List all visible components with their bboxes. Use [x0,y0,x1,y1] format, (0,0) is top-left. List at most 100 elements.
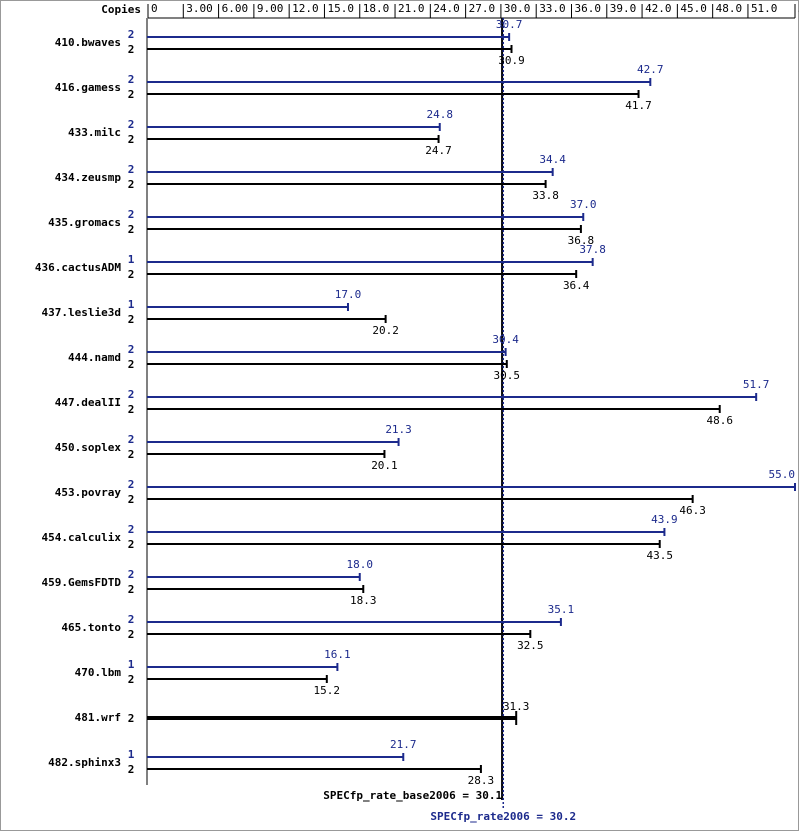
value-label: 43.5 [646,549,673,562]
copies-label: 2 [128,208,135,221]
value-label: 30.9 [498,54,525,67]
value-label: 34.4 [539,153,566,166]
benchmark-label: 465.tonto [61,621,121,634]
copies-label: 2 [128,28,135,41]
copies-label: 2 [128,268,135,281]
value-label: 42.7 [637,63,664,76]
value-label: 24.7 [425,144,452,157]
x-tick-label: 36.0 [574,2,601,15]
value-label: 46.3 [679,504,706,517]
value-label: 33.8 [532,189,559,202]
copies-label: 1 [128,298,135,311]
benchmark-label: 416.gamess [55,81,121,94]
value-label: 35.1 [548,603,575,616]
value-label: 28.3 [468,774,495,787]
x-tick-label: 33.0 [539,2,566,15]
copies-label: 2 [128,178,135,191]
copies-label: 1 [128,658,135,671]
x-tick-label: 9.00 [257,2,284,15]
value-label: 48.6 [706,414,733,427]
copies-label: 2 [128,673,135,686]
x-tick-label: 3.00 [186,2,213,15]
value-label: 37.8 [579,243,606,256]
x-tick-label: 42.0 [645,2,672,15]
value-label: 31.3 [503,700,530,713]
benchmark-label: 437.leslie3d [42,306,121,319]
reference-label: SPECfp_rate_base2006 = 30.1 [323,789,502,802]
value-label: 51.7 [743,378,770,391]
copies-header: Copies [101,3,141,16]
copies-label: 2 [128,223,135,236]
copies-label: 2 [128,478,135,491]
copies-label: 2 [128,628,135,641]
benchmark-label: 450.soplex [55,441,122,454]
copies-label: 2 [128,73,135,86]
benchmark-label: 481.wrf [75,711,121,724]
x-tick-label: 15.0 [327,2,354,15]
copies-label: 2 [128,118,135,131]
x-tick-label: 48.0 [716,2,743,15]
copies-label: 1 [128,748,135,761]
x-tick-label: 12.0 [292,2,319,15]
benchmark-label: 410.bwaves [55,36,121,49]
value-label: 18.3 [350,594,377,607]
value-label: 30.7 [496,18,523,31]
copies-label: 2 [128,763,135,776]
copies-label: 2 [128,163,135,176]
copies-label: 2 [128,613,135,626]
copies-label: 2 [128,433,135,446]
x-tick-label: 6.00 [222,2,249,15]
value-label: 30.5 [494,369,521,382]
copies-label: 1 [128,253,135,266]
x-tick-label: 0 [151,2,158,15]
x-tick-label: 39.0 [610,2,637,15]
x-tick-label: 21.0 [398,2,425,15]
benchmark-label: 459.GemsFDTD [42,576,122,589]
copies-label: 2 [128,712,135,725]
x-tick-label: 24.0 [433,2,460,15]
value-label: 37.0 [570,198,597,211]
copies-label: 2 [128,523,135,536]
value-label: 36.4 [563,279,590,292]
copies-label: 2 [128,88,135,101]
copies-label: 2 [128,568,135,581]
benchmark-label: 454.calculix [42,531,122,544]
benchmark-label: 482.sphinx3 [48,756,121,769]
benchmark-label: 434.zeusmp [55,171,122,184]
benchmark-label: 444.namd [68,351,121,364]
copies-label: 2 [128,583,135,596]
copies-label: 2 [128,358,135,371]
copies-label: 2 [128,343,135,356]
copies-label: 2 [128,448,135,461]
x-tick-label: 30.0 [504,2,530,15]
value-label: 18.0 [346,558,373,571]
value-label: 20.2 [372,324,399,337]
value-label: 32.5 [517,639,544,652]
x-tick-label: 45.0 [680,2,707,15]
value-label: 43.9 [651,513,678,526]
value-label: 41.7 [625,99,652,112]
value-label: 36.8 [568,234,595,247]
copies-label: 2 [128,388,135,401]
benchmark-label: 436.cactusADM [35,261,121,274]
benchmark-label: 470.lbm [75,666,122,679]
benchmark-label: 433.milc [68,126,121,139]
value-label: 30.4 [492,333,519,346]
x-tick-label: 18.0 [363,2,390,15]
copies-label: 2 [128,538,135,551]
copies-label: 2 [128,313,135,326]
value-label: 55.0 [769,468,796,481]
copies-label: 2 [128,43,135,56]
value-label: 21.7 [390,738,417,751]
value-label: 21.3 [385,423,412,436]
copies-label: 2 [128,493,135,506]
value-label: 15.2 [314,684,341,697]
benchmark-label: 447.dealII [55,396,121,409]
value-label: 16.1 [324,648,351,661]
benchmark-label: 453.povray [55,486,122,499]
value-label: 20.1 [371,459,398,472]
benchmark-label: 435.gromacs [48,216,121,229]
